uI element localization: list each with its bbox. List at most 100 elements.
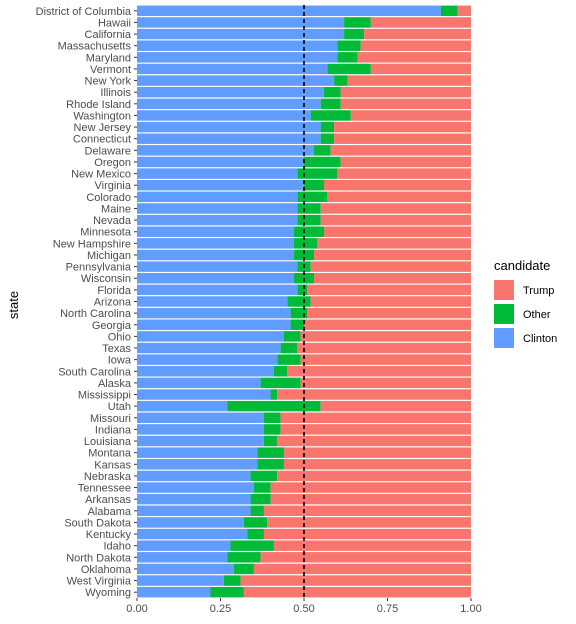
y-tick-label-mississippi: Mississippi [78,390,131,402]
bar-iowa-clinton [137,354,278,365]
bar-rhode-island-other [320,98,341,110]
bar-colorado-trump [327,191,471,203]
y-tick-label-virginia: Virginia [95,180,132,192]
bar-washington-other [310,110,351,121]
bar-new-hampshire-clinton [137,238,294,249]
x-tick-label-3: 0.75 [377,603,398,615]
y-tick-label-tennessee: Tennessee [78,483,131,495]
bar-south-carolina-clinton [137,366,274,377]
y-tick-label-arkansas: Arkansas [85,494,131,506]
bar-louisiana-clinton [137,435,264,447]
bar-arkansas-other [250,493,271,505]
bar-wyoming-clinton [137,586,211,598]
y-tick-label-maryland: Maryland [86,52,131,64]
bar-florida-trump [307,284,471,296]
bar-south-dakota-clinton [137,517,244,528]
bar-alabama-clinton [137,505,251,517]
y-tick-label-texas: Texas [102,343,131,355]
y-axis-title: state [6,291,21,319]
bar-district-of-columbia-clinton [137,5,441,17]
y-tick-label-vermont: Vermont [90,64,131,76]
y-tick-label-connecticut: Connecticut [73,134,131,146]
bar-tennessee-clinton [137,482,254,493]
y-tick-label-south-dakota: South Dakota [64,517,132,529]
bar-idaho-trump [273,540,471,551]
bar-ohio-other [283,331,301,342]
bar-utah-trump [320,400,471,412]
bar-tennessee-other [253,482,271,493]
bar-illinois-clinton [137,86,325,98]
bar-michigan-trump [314,249,471,261]
bar-alaska-trump [300,377,471,389]
bar-mississippi-trump [277,389,471,400]
bar-idaho-clinton [137,540,231,551]
bar-iowa-trump [300,354,471,365]
bar-maine-other [297,203,321,214]
bar-north-carolina-trump [307,307,471,319]
bar-illinois-trump [340,86,471,98]
bar-utah-other [227,400,321,412]
bar-south-carolina-trump [287,366,471,377]
bar-nevada-trump [320,214,471,226]
y-axis-ticks: District of ColumbiaHawaiiCaliforniaMass… [36,6,137,599]
bar-iowa-other [277,354,301,365]
y-tick-label-colorado: Colorado [86,192,131,204]
bar-illinois-other [324,86,341,98]
y-tick-label-nebraska: Nebraska [84,471,132,483]
bar-south-dakota-trump [267,517,471,528]
bar-minnesota-clinton [137,226,294,237]
bar-indiana-other [263,424,281,435]
bar-rhode-island-trump [340,98,471,110]
legend-title: candidate [494,258,550,273]
bar-massachusetts-clinton [137,40,338,51]
bar-north-dakota-other [227,552,261,563]
bar-tennessee-trump [270,482,471,493]
bar-indiana-clinton [137,424,264,435]
bar-missouri-clinton [137,412,264,423]
legend: candidate Trump Other Clinton [494,258,557,348]
bar-delaware-trump [330,145,471,156]
bar-arizona-clinton [137,296,288,307]
bar-new-york-trump [347,75,471,86]
bar-mississippi-clinton [137,389,271,400]
bar-new-hampshire-trump [317,238,471,249]
bar-wyoming-other [210,586,244,598]
bar-vermont-trump [370,63,471,75]
y-tick-label-nevada: Nevada [93,215,132,227]
y-tick-label-minnesota: Minnesota [80,227,132,239]
y-tick-label-georgia: Georgia [92,320,132,332]
bar-michigan-other [293,249,315,261]
x-axis-ticks: 0.00 0.25 0.50 0.75 1.00 [126,598,482,615]
bar-florida-other [297,284,308,296]
bar-new-york-clinton [137,75,335,86]
y-tick-label-missouri: Missouri [90,413,131,425]
bar-hawaii-trump [370,17,471,28]
bar-arkansas-clinton [137,493,251,505]
bar-connecticut-trump [334,133,471,144]
bar-georgia-clinton [137,319,291,330]
bar-new-york-other [334,75,348,86]
bar-kansas-clinton [137,459,258,470]
y-tick-label-new-jersey: New Jersey [74,122,132,134]
bar-utah-clinton [137,400,228,412]
bar-new-mexico-trump [337,168,471,179]
bar-alabama-other [250,505,264,517]
bar-rhode-island-clinton [137,98,321,110]
bar-montana-clinton [137,447,258,458]
y-tick-label-arizona: Arizona [94,297,132,309]
y-tick-label-idaho: Idaho [103,541,131,553]
bar-maryland-other [337,52,358,63]
y-tick-label-district-of-columbia: District of Columbia [36,6,132,18]
y-tick-label-california: California [85,29,132,41]
bar-district-of-columbia-other [440,5,458,17]
bar-vermont-clinton [137,63,328,75]
bar-south-carolina-other [273,366,288,377]
bar-washington-trump [350,110,471,121]
bar-texas-other [280,342,298,354]
bar-california-trump [364,28,471,40]
y-tick-label-iowa: Iowa [108,355,132,367]
bar-virginia-other [304,179,325,191]
y-tick-label-oregon: Oregon [94,157,131,169]
bar-louisiana-other [263,435,278,447]
